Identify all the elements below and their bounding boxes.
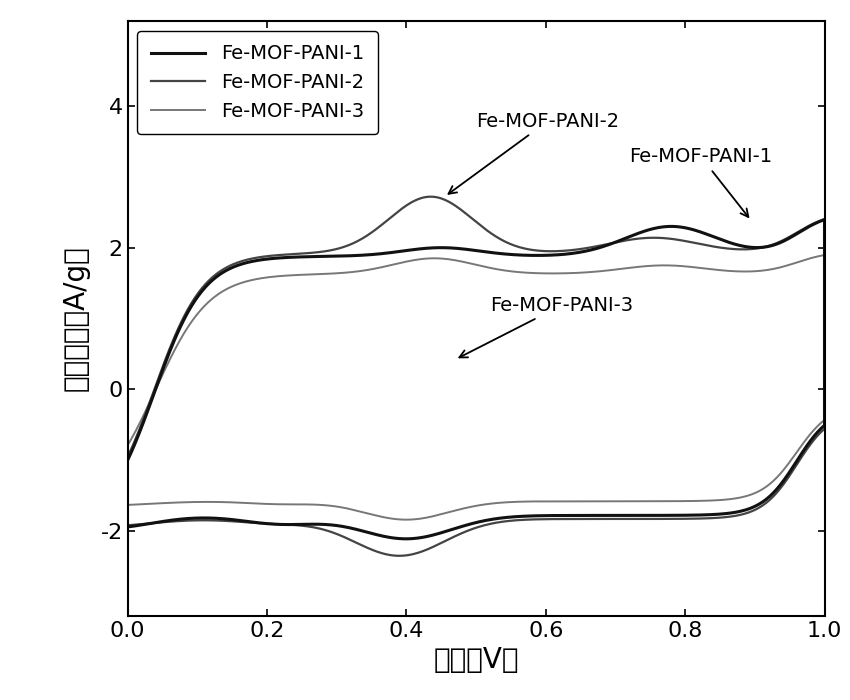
- Fe-MOF-PANI-3: [122, 441, 133, 449]
- Fe-MOF-PANI-2: [122, 453, 133, 461]
- Fe-MOF-PANI-1: [400, 535, 411, 543]
- Fe-MOF-PANI-2: [426, 193, 436, 201]
- Fe-MOF-PANI-2: [754, 503, 764, 512]
- Fe-MOF-PANI-2: [308, 248, 318, 257]
- Fe-MOF-PANI-1: [122, 523, 133, 531]
- Text: Fe-MOF-PANI-2: Fe-MOF-PANI-2: [449, 112, 619, 194]
- Fe-MOF-PANI-3: [122, 500, 133, 509]
- Fe-MOF-PANI-1: [308, 253, 318, 261]
- Fe-MOF-PANI-2: [593, 241, 604, 250]
- Fe-MOF-PANI-3: [819, 251, 830, 259]
- Line: Fe-MOF-PANI-3: Fe-MOF-PANI-3: [128, 255, 824, 519]
- Fe-MOF-PANI-3: [308, 270, 318, 279]
- Text: Fe-MOF-PANI-3: Fe-MOF-PANI-3: [459, 296, 633, 358]
- Fe-MOF-PANI-3: [784, 459, 794, 468]
- Fe-MOF-PANI-3: [728, 267, 738, 275]
- Fe-MOF-PANI-2: [394, 552, 405, 560]
- Fe-MOF-PANI-1: [122, 456, 133, 465]
- Fe-MOF-PANI-2: [358, 234, 368, 243]
- Fe-MOF-PANI-1: [592, 244, 603, 253]
- Line: Fe-MOF-PANI-2: Fe-MOF-PANI-2: [128, 197, 824, 556]
- Fe-MOF-PANI-3: [754, 486, 764, 495]
- Fe-MOF-PANI-2: [784, 473, 794, 482]
- Fe-MOF-PANI-1: [754, 500, 764, 508]
- Legend: Fe-MOF-PANI-1, Fe-MOF-PANI-2, Fe-MOF-PANI-3: Fe-MOF-PANI-1, Fe-MOF-PANI-2, Fe-MOF-PAN…: [137, 31, 377, 134]
- Fe-MOF-PANI-2: [728, 245, 739, 253]
- Fe-MOF-PANI-3: [592, 267, 603, 276]
- Fe-MOF-PANI-1: [784, 470, 794, 478]
- Fe-MOF-PANI-3: [402, 515, 412, 524]
- Y-axis label: 电流密度（A/g）: 电流密度（A/g）: [61, 246, 89, 391]
- Fe-MOF-PANI-3: [358, 267, 368, 275]
- Text: Fe-MOF-PANI-1: Fe-MOF-PANI-1: [629, 147, 773, 217]
- Fe-MOF-PANI-2: [122, 521, 133, 529]
- Fe-MOF-PANI-1: [358, 251, 368, 260]
- Fe-MOF-PANI-1: [728, 239, 738, 248]
- Fe-MOF-PANI-1: [819, 216, 830, 224]
- X-axis label: 电压（V）: 电压（V）: [434, 646, 518, 674]
- Line: Fe-MOF-PANI-1: Fe-MOF-PANI-1: [128, 220, 824, 539]
